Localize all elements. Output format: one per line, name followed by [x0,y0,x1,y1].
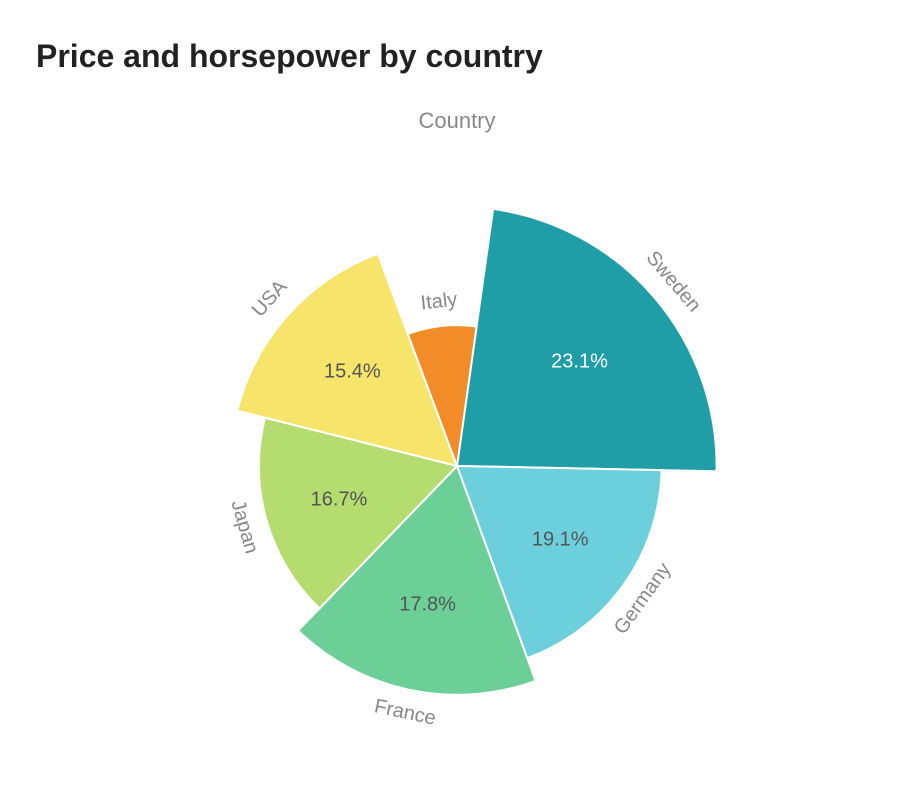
pie-chart-svg [0,0,914,804]
pct-label-france: 17.8% [399,593,456,616]
pct-label-germany: 19.1% [532,528,589,551]
pct-label-usa: 15.4% [324,361,381,384]
pie-chart: 23.1%Sweden19.1%Germany17.8%France16.7%J… [0,0,914,804]
cat-label-italy: Italy [420,289,459,316]
pct-label-sweden: 23.1% [551,350,608,373]
pct-label-japan: 16.7% [311,488,368,511]
pie-slice-sweden [457,209,717,471]
